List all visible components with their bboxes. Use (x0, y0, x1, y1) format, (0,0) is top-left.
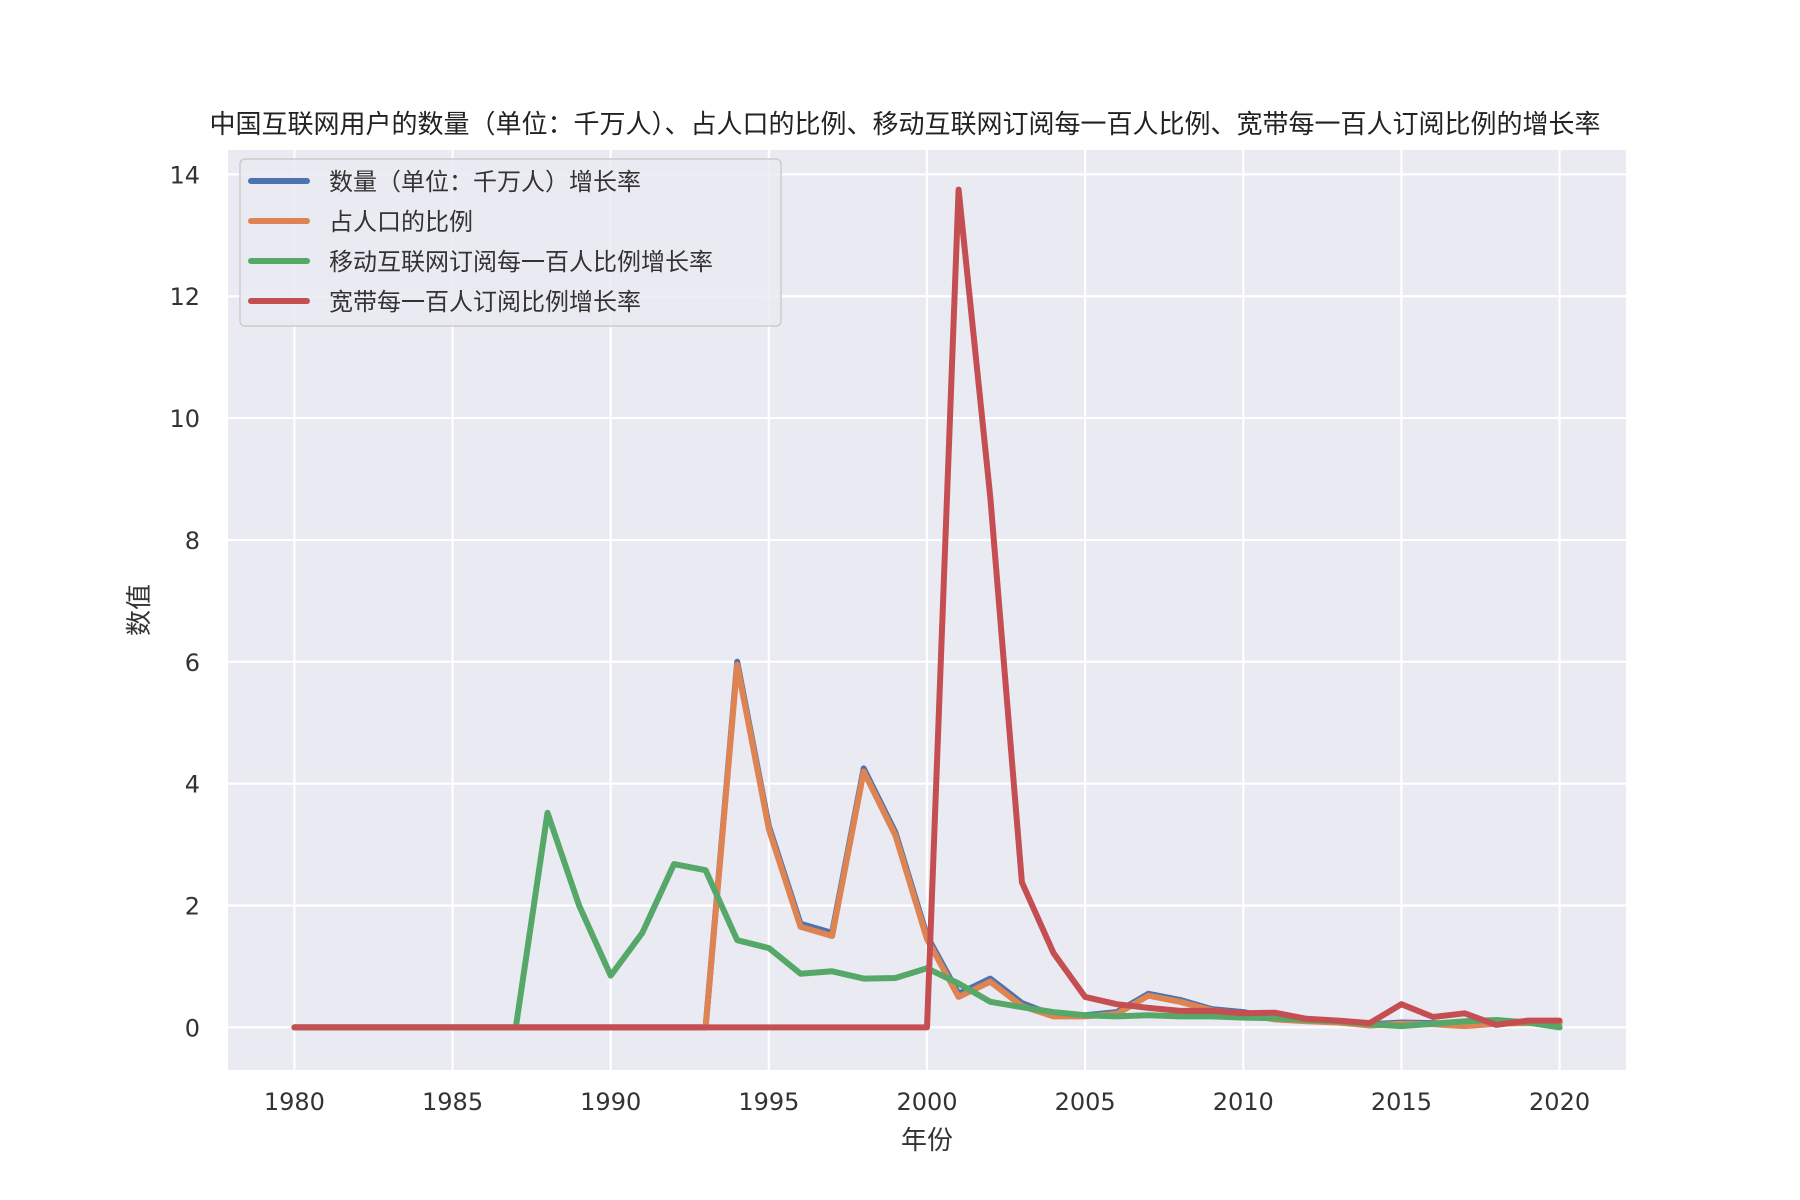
x-tick-label: 1990 (580, 1088, 641, 1116)
series-line (291, 186, 1563, 1031)
legend-label: 占人口的比例 (329, 208, 473, 236)
y-tick-label: 4 (185, 771, 200, 799)
legend-label: 数量（单位：千万人）增长率 (329, 168, 641, 196)
y-tick-label: 6 (185, 649, 200, 677)
y-tick-label: 14 (169, 161, 200, 189)
x-tick-label: 2000 (896, 1088, 957, 1116)
x-tick-label: 2020 (1529, 1088, 1590, 1116)
legend: 数量（单位：千万人）增长率占人口的比例移动互联网订阅每一百人比例增长率宽带每一百… (239, 158, 782, 327)
x-tick-label: 2005 (1055, 1088, 1116, 1116)
y-tick-label: 12 (169, 283, 200, 311)
x-tick-label: 1995 (738, 1088, 799, 1116)
x-tick-label: 2010 (1213, 1088, 1274, 1116)
grid (228, 150, 1626, 1070)
x-tick-label: 1980 (264, 1088, 325, 1116)
y-tick-label: 2 (185, 892, 200, 920)
y-tick-label: 8 (185, 527, 200, 555)
x-axis-label: 年份 (901, 1126, 953, 1156)
y-tick-label: 10 (169, 405, 200, 433)
x-tick-label: 1985 (422, 1088, 483, 1116)
legend-box (239, 158, 782, 327)
y-tick-label: 0 (185, 1014, 200, 1042)
chart-title: 中国互联网用户的数量（单位：千万人）、占人口的比例、移动互联网订阅每一百人比例、… (209, 110, 1600, 140)
x-tick-label: 2015 (1371, 1088, 1432, 1116)
legend-label: 宽带每一百人订阅比例增长率 (329, 288, 641, 316)
y-axis-label: 数值 (125, 584, 155, 636)
series-layer (291, 186, 1563, 1031)
legend-label: 移动互联网订阅每一百人比例增长率 (329, 248, 713, 276)
series-4 (291, 186, 1563, 1031)
tick-labels: 1980 1985 1990 1995 2000 2005 2010 2015 2020 0 2 4 6… (169, 161, 1590, 1116)
